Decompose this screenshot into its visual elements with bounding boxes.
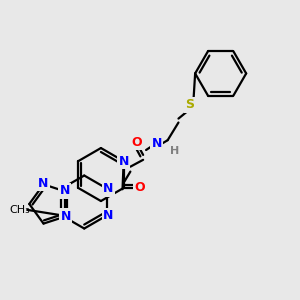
Text: N: N [119,155,129,168]
Text: O: O [134,181,145,194]
Text: N: N [59,184,70,197]
Text: O: O [131,136,142,148]
Text: N: N [38,177,49,190]
Text: S: S [185,98,194,111]
Text: N: N [103,209,113,222]
Text: H: H [170,146,179,156]
Text: CH₃: CH₃ [9,205,30,215]
Text: N: N [60,210,71,223]
Text: N: N [152,136,162,150]
Text: N: N [103,182,113,195]
